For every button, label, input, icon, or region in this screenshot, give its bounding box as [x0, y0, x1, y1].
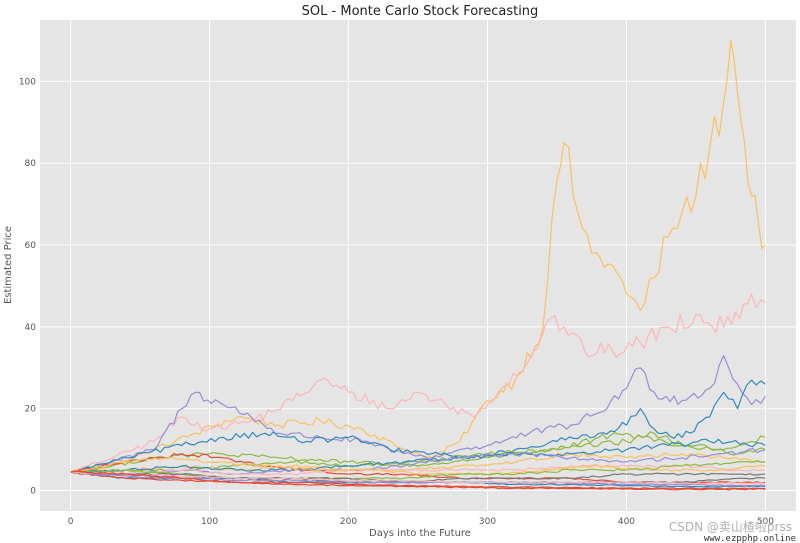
x-tick-label: 300: [479, 517, 496, 527]
y-tick-label: 0: [30, 487, 36, 497]
series-layer: [70, 39, 766, 491]
y-tick-label: 60: [25, 241, 37, 251]
series-line: [70, 470, 766, 491]
y-tick-label: 20: [25, 405, 37, 415]
x-tick-label: 500: [757, 517, 774, 527]
series-line: [70, 39, 766, 473]
series-line: [70, 431, 766, 473]
y-tick-label: 80: [25, 159, 37, 169]
series-line: [70, 464, 766, 476]
plot-area: [40, 20, 796, 511]
y-tick-label: 40: [25, 323, 37, 333]
chart-title: SOL - Monte Carlo Stock Forecasting: [302, 4, 539, 19]
grid: [40, 20, 796, 511]
series-line: [70, 452, 766, 473]
watermark-url: www.ezpphp.online: [704, 534, 796, 543]
series-line: [70, 293, 766, 473]
series-line: [70, 471, 766, 485]
y-tick-label: 100: [19, 77, 36, 87]
x-tick-label: 0: [68, 517, 74, 527]
series-line: [70, 354, 766, 473]
x-axis: 0 100 200 300 400 500: [68, 517, 775, 527]
watermark-text: CSDN @卖山楂啦prss: [669, 519, 792, 534]
y-axis: 0 20 40 60 80 100: [19, 77, 36, 496]
x-axis-label: Days into the Future: [369, 528, 471, 539]
y-axis-label: Estimated Price: [3, 226, 14, 304]
series-line: [70, 438, 766, 473]
series-line: [70, 460, 766, 480]
x-tick-label: 200: [340, 517, 357, 527]
series-line: [70, 448, 766, 476]
x-tick-label: 100: [201, 517, 218, 527]
series-line: [70, 456, 766, 476]
x-tick-label: 400: [618, 517, 635, 527]
series-line: [70, 471, 766, 487]
series-line: [70, 379, 766, 473]
